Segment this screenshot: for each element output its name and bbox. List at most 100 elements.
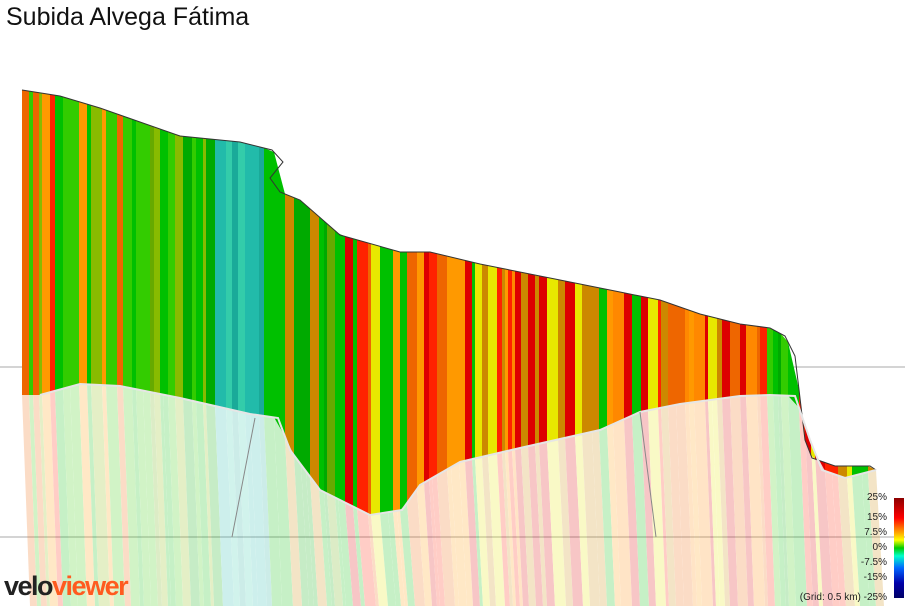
gradient-segment-reflection: [338, 499, 353, 606]
gradient-segment-reflection: [63, 386, 78, 606]
gradient-segment: [661, 300, 668, 408]
gradient-segment-reflection: [215, 406, 234, 606]
gradient-segment-reflection: [285, 436, 302, 606]
gradient-segment: [515, 271, 521, 450]
gradient-segment: [778, 332, 781, 396]
gradient-segment: [599, 287, 607, 431]
gradient-segment-reflection: [778, 395, 789, 606]
gradient-segment: [63, 96, 70, 389]
gradient-segment-reflection: [353, 506, 365, 606]
gradient-segment: [773, 329, 778, 396]
gradient-segment-reflection: [832, 473, 846, 606]
gradient-segment: [805, 425, 811, 456]
gradient-segment-reflection: [357, 508, 376, 606]
gradient-segment: [294, 197, 301, 465]
gradient-segment-reflection: [79, 384, 95, 606]
gradient-segment: [380, 246, 388, 514]
gradient-segment: [338, 233, 345, 503]
gradient-segment-reflection: [592, 430, 607, 606]
gradient-segment: [22, 90, 29, 395]
profile-top-edge: [21, 89, 877, 471]
gradient-segment: [641, 296, 648, 412]
gradient-segment-reflection: [432, 475, 445, 606]
gradient-segment: [838, 466, 847, 478]
gradient-segment-reflection: [599, 426, 615, 606]
gradient-segment-reflection: [658, 407, 669, 606]
gradient-segment-reflection: [123, 386, 140, 606]
gradient-segment: [694, 311, 705, 403]
gradient-segment-reflection: [183, 398, 200, 606]
gradient-segment: [847, 466, 852, 478]
scale-label-minus-25-value: -25%: [863, 592, 887, 603]
gradient-segment-reflection: [50, 390, 63, 606]
gradient-segment: [451, 257, 459, 468]
gradient-color-scale: [894, 498, 904, 598]
gradient-segment-reflection: [294, 455, 309, 606]
gradient-segment-reflection: [206, 403, 223, 606]
scale-label-minus-15: -15%: [863, 572, 887, 583]
gradient-segment: [70, 99, 79, 387]
gradient-segment: [183, 136, 192, 401]
gradient-segment: [685, 308, 689, 404]
gradient-segment: [91, 105, 102, 386]
gradient-segment-reflection: [757, 395, 768, 606]
gradient-segment-reflection: [397, 510, 408, 606]
gradient-segment-reflection: [502, 451, 513, 606]
gradient-segment: [87, 104, 91, 385]
gradient-segment-reflection: [245, 412, 258, 606]
logo-viewer: viewer: [52, 571, 129, 601]
gradient-segment: [301, 200, 306, 472]
gradient-segment-reflection: [324, 492, 335, 606]
logo-velo: velo: [4, 571, 54, 601]
gradient-segment-reflection: [730, 396, 748, 606]
gradient-segment: [274, 152, 285, 437]
gradient-segment-reflection: [575, 434, 590, 606]
gradient-segment-reflection: [87, 384, 99, 606]
gradient-segment-reflection: [781, 395, 796, 606]
gradient-segment-reflection: [515, 447, 529, 606]
gradient-segment: [42, 93, 50, 395]
gradient-segment: [437, 253, 447, 476]
gradient-segment: [539, 275, 547, 444]
gradient-segment: [788, 342, 799, 408]
gradient-segment: [592, 286, 599, 432]
gradient-segment-reflection: [539, 441, 555, 606]
gradient-segment: [29, 91, 33, 396]
gradient-segment-reflection: [624, 415, 640, 606]
gradient-segment-reflection: [805, 425, 819, 606]
gradient-segment-reflection: [132, 388, 144, 606]
gradient-segment-reflection: [475, 456, 490, 606]
gradient-segment: [319, 216, 324, 492]
scale-label-minus-7-5: -7.5%: [860, 557, 887, 568]
gradient-segment-reflection: [250, 414, 267, 606]
gradient-segment-reflection: [547, 439, 566, 606]
gradient-segment-reflection: [505, 450, 516, 606]
scale-label-25: 25%: [866, 492, 887, 503]
gradient-segment-reflection: [196, 401, 211, 606]
gradient-segment-reflection: [91, 384, 110, 606]
gradient-segment: [400, 252, 407, 511]
gradient-segment: [832, 464, 838, 476]
gradient-segment-reflection: [154, 392, 168, 606]
gradient-segment-reflection: [163, 394, 176, 606]
gradient-segment-reflection: [175, 397, 191, 606]
profile-base-edge: [39, 382, 877, 517]
gradient-segment: [196, 137, 203, 404]
gradient-segment-reflection: [22, 395, 37, 606]
gradient-segment: [705, 315, 708, 401]
gradient-segment-reflection: [345, 502, 361, 606]
gradient-segment-reflection: [143, 390, 158, 606]
gradient-segment-reflection: [661, 406, 676, 606]
gradient-segment-reflection: [708, 399, 720, 606]
gradient-segment-reflection: [521, 446, 536, 606]
gradient-segment: [447, 256, 451, 470]
gradient-segment: [417, 252, 424, 490]
gradient-segment-reflection: [259, 415, 272, 606]
gradient-segment-reflection: [192, 400, 204, 606]
gradient-segment-reflection: [451, 462, 467, 606]
gradient-segment: [658, 299, 661, 409]
gradient-segment: [226, 140, 232, 410]
gradient-segment: [50, 94, 55, 393]
gradient-segment: [535, 275, 539, 445]
gradient-segment-reflection: [746, 395, 765, 606]
